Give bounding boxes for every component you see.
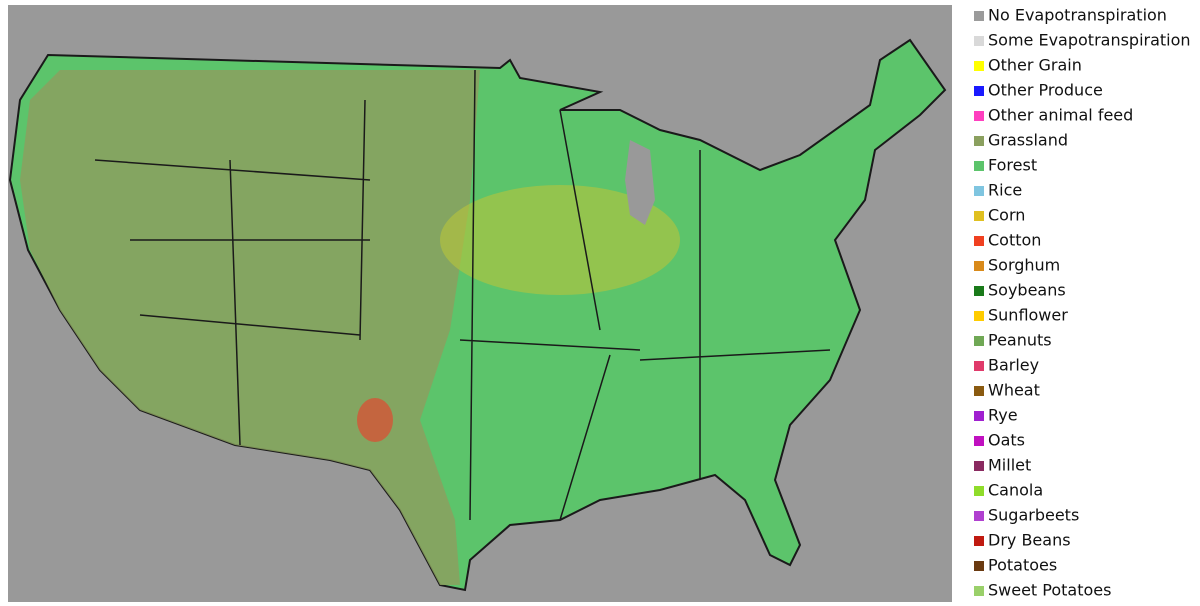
legend-swatch: [974, 561, 984, 571]
legend-swatch: [974, 86, 984, 96]
legend-swatch: [974, 36, 984, 46]
legend-label: Other animal feed: [988, 106, 1133, 125]
legend-label: Millet: [988, 456, 1031, 475]
legend-swatch: [974, 236, 984, 246]
legend-swatch: [974, 211, 984, 221]
legend-swatch: [974, 111, 984, 121]
legend-label: Sunflower: [988, 306, 1068, 325]
legend-label: Soybeans: [988, 281, 1066, 300]
legend-swatch: [974, 161, 984, 171]
legend-label: Other Produce: [988, 81, 1103, 100]
legend-swatch: [974, 361, 984, 371]
legend-swatch: [974, 586, 984, 596]
legend-label: Oats: [988, 431, 1025, 450]
legend-swatch: [974, 336, 984, 346]
legend-label: Forest: [988, 156, 1037, 175]
legend-label: Sweet Potatoes: [988, 581, 1111, 600]
legend-label: Some Evapotranspiration: [988, 31, 1191, 50]
legend-swatch: [974, 436, 984, 446]
lake-michigan: [625, 140, 655, 225]
legend-swatch: [974, 136, 984, 146]
legend-swatch: [974, 411, 984, 421]
corn-belt: [440, 185, 680, 295]
legend: No Evapotranspiration Some Evapotranspira…: [974, 6, 1191, 600]
legend-swatch: [974, 186, 984, 196]
legend-label: Dry Beans: [988, 531, 1071, 550]
legend-label: Corn: [988, 206, 1025, 225]
us-map: [8, 38, 947, 592]
legend-label: Wheat: [988, 381, 1040, 400]
legend-label: Other Grain: [988, 56, 1082, 75]
legend-swatch: [974, 61, 984, 71]
legend-swatch: [974, 11, 984, 21]
cotton-area: [357, 398, 393, 442]
legend-swatch: [974, 311, 984, 321]
legend-label: Barley: [988, 356, 1039, 375]
legend-label: Grassland: [988, 131, 1068, 150]
legend-swatch: [974, 461, 984, 471]
legend-label: Rye: [988, 406, 1018, 425]
legend-label: Potatoes: [988, 556, 1057, 575]
legend-label: Sugarbeets: [988, 506, 1079, 525]
legend-label: Rice: [988, 181, 1022, 200]
legend-swatch: [974, 286, 984, 296]
legend-swatch: [974, 261, 984, 271]
state-borders: [94, 69, 831, 521]
legend-swatch: [974, 536, 984, 546]
legend-swatch: [974, 486, 984, 496]
legend-label: No Evapotranspiration: [988, 6, 1167, 25]
legend-label: Cotton: [988, 231, 1041, 250]
legend-label: Canola: [988, 481, 1043, 500]
legend-swatch: [974, 511, 984, 521]
legend-swatch: [974, 386, 984, 396]
legend-label: Sorghum: [988, 256, 1060, 275]
western-grassland: [20, 70, 480, 585]
legend-label: Peanuts: [988, 331, 1052, 350]
